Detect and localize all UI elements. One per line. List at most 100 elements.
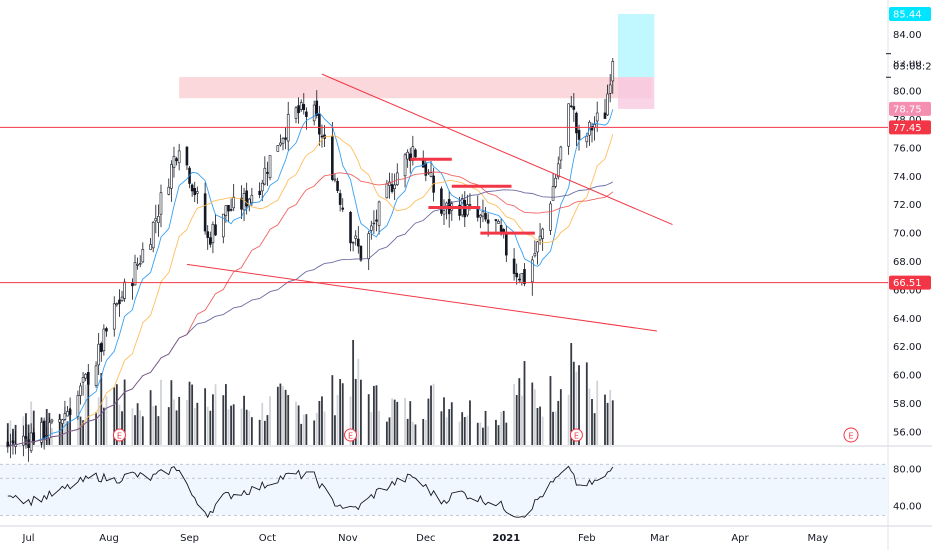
candle-body [229, 209, 233, 211]
volume-bar [188, 381, 191, 445]
volume-bar [302, 414, 305, 445]
candle-body [611, 61, 615, 82]
volume-bar [458, 421, 461, 445]
price-tag-bg [889, 70, 931, 85]
candle-body [131, 283, 134, 287]
candle-body [541, 228, 544, 239]
volume-bar [476, 422, 479, 445]
candle-body [367, 233, 371, 260]
volume-bar [261, 402, 264, 445]
candle-body [320, 135, 324, 138]
price-tag-label: 82.64 [893, 49, 922, 60]
time-axis: Jul Aug Sep Oct Nov Dec 2021 Feb Mar Apr May [22, 533, 829, 544]
volume-bar [593, 413, 596, 445]
candle-body [66, 411, 69, 417]
candle-body [590, 126, 594, 131]
volume-bar [204, 388, 207, 445]
volume-bar [570, 343, 573, 445]
time-axis-tick: May [808, 533, 829, 544]
volume-bar [520, 395, 523, 445]
volume-bar [572, 361, 575, 445]
candle-body [572, 106, 576, 110]
volume-bar [149, 390, 152, 445]
volume-bar [411, 421, 414, 445]
candle-body [266, 172, 269, 174]
moving-average-line [7, 181, 614, 448]
candle-body [206, 231, 210, 238]
volume-bar [391, 398, 393, 445]
candle-body [559, 146, 563, 161]
candle-body [118, 299, 121, 305]
candle-body [523, 269, 526, 284]
candle-body [240, 197, 243, 210]
time-axis-tick: Aug [99, 533, 119, 544]
candle-body [133, 262, 137, 286]
volume-bar [388, 417, 391, 445]
volume-bar [69, 407, 72, 445]
candle-body [575, 112, 578, 134]
volume-bar [375, 385, 378, 445]
candle-body [99, 343, 103, 353]
candle-body [585, 135, 589, 143]
volume-bar [160, 379, 162, 445]
candle-body [190, 184, 194, 192]
price-axis-tick: 72.00 [893, 200, 922, 211]
volume-bar [131, 408, 134, 445]
price-tag-bg [889, 101, 931, 116]
time-axis-tick: Oct [259, 533, 276, 544]
candle-body [263, 167, 267, 185]
candle-body [549, 203, 552, 231]
time-axis-tick: Sep [180, 533, 199, 544]
volume-bar [372, 385, 375, 445]
candle-body [505, 232, 508, 256]
candle-body [395, 172, 399, 185]
candle-body [554, 177, 557, 187]
candle-body [284, 137, 287, 140]
candle-body [84, 373, 87, 379]
volume-bar [536, 408, 539, 445]
candle-body [494, 219, 498, 221]
volume-bar [393, 399, 396, 445]
volume-bar [523, 361, 526, 445]
price-axis-tick: 80.00 [893, 87, 922, 98]
candle-body [577, 129, 581, 140]
volume-bar [500, 411, 503, 445]
earnings-marker-label: E [574, 432, 579, 441]
price-tag-bg [889, 6, 931, 21]
earnings-marker [112, 428, 126, 442]
candle-body [359, 245, 363, 261]
volume-bar [406, 418, 409, 445]
candle-body [196, 191, 199, 194]
rsi-pane [0, 463, 888, 519]
candle-body [512, 258, 516, 274]
candle-body [81, 377, 85, 383]
price-axis-tick: 82.00 [893, 58, 922, 69]
volume-bar [123, 379, 126, 445]
candle-body [440, 188, 443, 214]
volume-bar [115, 384, 118, 445]
volume-bar [297, 405, 300, 445]
volume-bar [287, 395, 290, 445]
volume-bar [341, 383, 344, 445]
candle-body [50, 419, 54, 423]
volume-bar [191, 384, 194, 445]
resistance-zone [179, 76, 652, 99]
volume-bar [222, 395, 225, 445]
volume-bar [152, 406, 155, 445]
volume-bar [557, 400, 560, 445]
candle-body [40, 422, 43, 443]
volume-bar [266, 415, 269, 445]
candle-body [403, 154, 407, 177]
volume-bar [575, 371, 578, 445]
volume-bar [248, 410, 251, 445]
volume-bar [360, 379, 362, 445]
volume-bar [250, 417, 253, 445]
volume-bar [552, 411, 554, 445]
candle-body [45, 434, 49, 437]
candle-body [58, 419, 62, 423]
candle-body [224, 205, 228, 216]
volume-bar [82, 420, 84, 445]
candle-body [442, 210, 446, 215]
